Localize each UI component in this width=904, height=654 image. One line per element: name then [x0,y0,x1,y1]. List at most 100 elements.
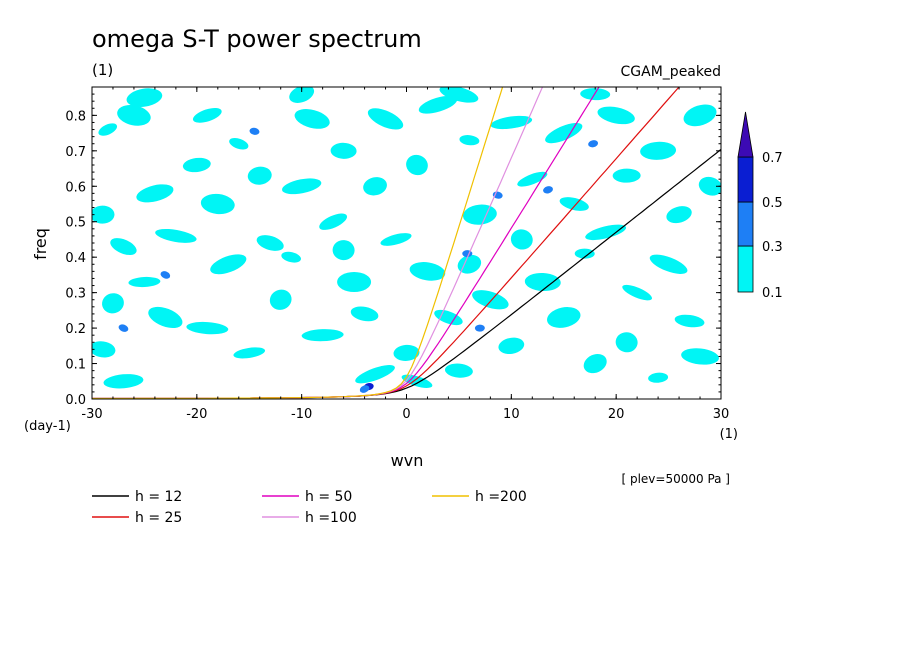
plot-area [91,86,722,400]
x-tick-label: -10 [291,407,312,422]
y-tick-label: 0.2 [65,322,86,337]
x-axis-ticks: -30 -20 -10 0 10 20 30 [81,87,729,422]
contour-patch [406,154,428,176]
contour-patch [229,137,249,150]
chart-title: omega S-T power spectrum [92,25,422,53]
contour-patch [698,176,721,196]
contour-patch [118,324,129,332]
contour-patch [247,166,272,185]
contour-patch [490,115,533,130]
colorbar: 0.1 0.3 0.5 0.7 [737,111,783,301]
x-tick-label: 30 [713,407,730,422]
contour-patch [136,184,174,203]
contour-patch [588,140,599,148]
y-tick-label: 0.4 [65,251,86,266]
contour-patch [319,213,348,230]
contour-patch [110,238,137,255]
contour-patch [474,324,485,332]
contour-patch [301,329,344,342]
contour-patch [418,95,458,114]
contour-patch [367,108,404,130]
contour-patch [269,289,292,310]
contour-patch [683,104,717,127]
contour-patch [128,276,161,288]
contour-patch [92,341,116,358]
contour-patch [192,108,222,123]
contour-patch [256,235,284,251]
y-axis-unit: (day-1) [24,419,71,434]
contour-patch [681,348,719,365]
colorbar-label: 0.7 [762,151,783,166]
colorbar-swatch [737,201,754,247]
contour-patch [574,248,595,259]
colorbar-swatch [737,156,754,203]
contour-patch [393,344,420,361]
legend: h = 12 h = 25 h = 50 h =100 h =200 [92,489,527,526]
y-tick-label: 0.7 [65,145,86,160]
contour-patch [102,293,124,314]
contour-patch [355,365,395,384]
legend-label: h = 50 [305,489,352,505]
contour-patch [330,142,357,159]
contour-patch [510,229,533,250]
contour-patch [640,141,677,160]
contour-patch [648,372,669,383]
contour-patch [666,206,692,224]
contour-patch [459,135,480,146]
contour-patch [583,353,607,374]
x-tick-label: 20 [608,407,625,422]
y-tick-label: 0.6 [65,180,86,195]
contour-patch [649,254,688,274]
contour-patch [363,177,387,196]
y-tick-label: 0.8 [65,109,86,124]
contour-patch [182,157,211,173]
contour-patch [457,254,482,274]
contour-patch [524,272,561,292]
contour-patch [148,306,183,329]
contour-patch [160,271,171,279]
contour-patch [117,104,151,126]
contour-patch [559,197,589,211]
contour-patch [597,106,635,125]
pressure-level-note: [ plev=50000 Pa ] [621,472,730,486]
x-tick-label: 0 [402,407,410,422]
colorbar-extend-arrow [737,111,754,158]
x-tick-label: -20 [186,407,207,422]
contour-patch [200,193,235,215]
y-tick-label: 0.0 [65,393,86,408]
contour-patch [210,254,247,275]
contour-layer [92,87,721,393]
chart-subtitle: (1) [92,61,113,79]
y-tick-label: 0.1 [65,358,86,373]
contour-patch [674,314,705,328]
contour-patch [546,307,581,328]
y-tick-label: 0.3 [65,287,86,302]
contour-patch [409,262,446,281]
contour-patch [332,240,355,261]
contour-patch [249,127,260,135]
case-label: CGAM_peaked [621,64,721,80]
contour-patch [103,374,144,389]
contour-patch [543,186,553,194]
legend-label: h =200 [475,489,527,505]
x-tick-label: -30 [81,407,102,422]
legend-label: h =100 [305,510,357,526]
contour-patch [434,309,463,326]
contour-patch [439,87,479,103]
contour-patch [517,171,548,187]
contour-patch [498,337,525,355]
x-tick-label: 10 [503,407,520,422]
contour-patch [585,224,627,241]
contour-patch [233,347,266,359]
legend-label: h = 12 [135,489,182,505]
legend-label: h = 25 [135,510,182,526]
contour-patch [350,306,379,322]
colorbar-label: 0.3 [762,240,783,255]
contour-patch [186,321,229,335]
contour-patch [98,123,118,136]
contour-patch [401,374,433,388]
contour-patch [380,233,412,246]
x-axis-unit: (1) [720,427,738,442]
colorbar-swatch [737,245,754,293]
